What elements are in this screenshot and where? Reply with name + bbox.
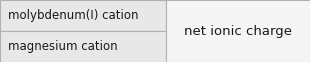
Bar — [166, 0, 310, 62]
Text: molybdenum(I) cation: molybdenum(I) cation — [8, 8, 139, 22]
Bar — [0, 31, 166, 62]
Text: magnesium cation: magnesium cation — [8, 40, 117, 53]
Bar — [0, 0, 166, 31]
Text: net ionic charge: net ionic charge — [184, 24, 292, 38]
